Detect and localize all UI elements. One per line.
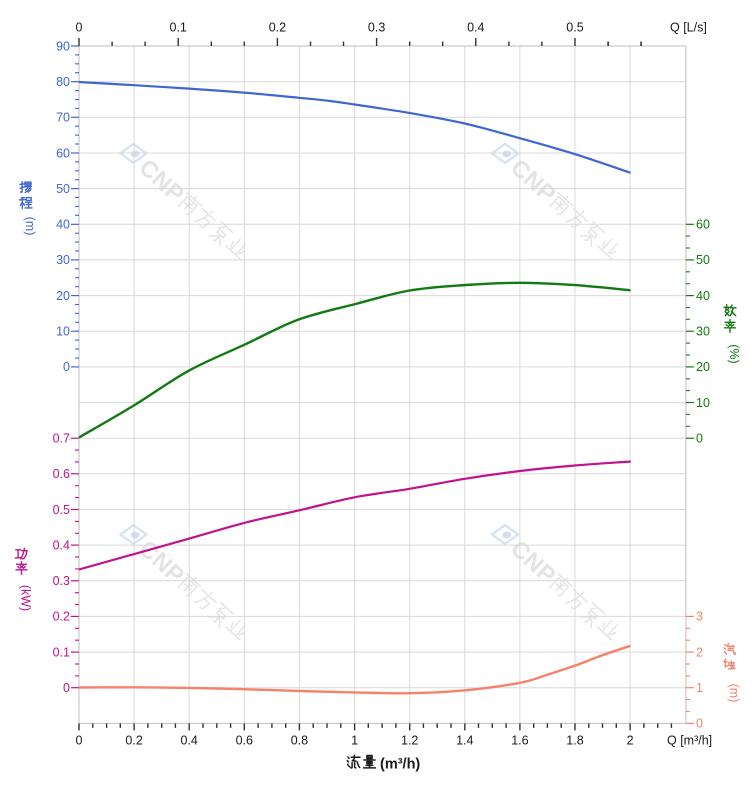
svg-text:(m): (m) <box>23 217 37 236</box>
svg-text:0.5: 0.5 <box>566 21 583 35</box>
svg-text:0.4: 0.4 <box>53 538 70 552</box>
svg-text:1.8: 1.8 <box>566 734 583 748</box>
svg-text:60: 60 <box>56 146 70 160</box>
svg-text:1.4: 1.4 <box>456 734 473 748</box>
svg-text:60: 60 <box>696 218 710 232</box>
svg-text:(kW): (kW) <box>19 585 33 611</box>
svg-text:20: 20 <box>696 360 710 374</box>
svg-text:10: 10 <box>56 325 70 339</box>
svg-text:30: 30 <box>696 325 710 339</box>
svg-text:(m): (m) <box>727 684 741 703</box>
svg-text:0.2: 0.2 <box>53 610 70 624</box>
svg-text:0.3: 0.3 <box>53 574 70 588</box>
svg-text:70: 70 <box>56 111 70 125</box>
svg-text:0.7: 0.7 <box>53 432 70 446</box>
svg-text:0.4: 0.4 <box>181 734 198 748</box>
svg-text:30: 30 <box>56 253 70 267</box>
svg-text:0: 0 <box>76 21 83 35</box>
svg-text:0: 0 <box>63 681 70 695</box>
svg-text:0.2: 0.2 <box>125 734 142 748</box>
svg-text:0.6: 0.6 <box>236 734 253 748</box>
svg-text:20: 20 <box>56 289 70 303</box>
svg-text:0.2: 0.2 <box>269 21 286 35</box>
svg-text:Q [m³/h]: Q [m³/h] <box>667 733 712 747</box>
svg-text:(%): (%) <box>727 344 741 363</box>
svg-text:50: 50 <box>696 253 710 267</box>
svg-text:0: 0 <box>63 360 70 374</box>
svg-text:1: 1 <box>351 734 358 748</box>
svg-text:1.6: 1.6 <box>511 734 528 748</box>
svg-text:0.4: 0.4 <box>467 21 484 35</box>
svg-text:3: 3 <box>696 610 703 624</box>
svg-text:0.8: 0.8 <box>291 734 308 748</box>
svg-text:0: 0 <box>696 432 703 446</box>
svg-text:2: 2 <box>627 734 634 748</box>
svg-text:40: 40 <box>696 289 710 303</box>
svg-text:1: 1 <box>696 681 703 695</box>
svg-text:0.5: 0.5 <box>53 503 70 517</box>
svg-text:1.2: 1.2 <box>401 734 418 748</box>
svg-text:0: 0 <box>76 734 83 748</box>
svg-text:10: 10 <box>696 396 710 410</box>
svg-text:90: 90 <box>56 39 70 53</box>
svg-text:0.1: 0.1 <box>170 21 187 35</box>
svg-text:40: 40 <box>56 218 70 232</box>
svg-text:80: 80 <box>56 75 70 89</box>
svg-text:Q [L/s]: Q [L/s] <box>670 21 707 35</box>
svg-text:2: 2 <box>696 645 703 659</box>
svg-text:0.6: 0.6 <box>53 467 70 481</box>
svg-text:0.3: 0.3 <box>368 21 385 35</box>
svg-text:0.1: 0.1 <box>53 645 70 659</box>
svg-text:(m³/h): (m³/h) <box>380 757 420 773</box>
svg-text:50: 50 <box>56 182 70 196</box>
svg-text:0: 0 <box>696 717 703 731</box>
